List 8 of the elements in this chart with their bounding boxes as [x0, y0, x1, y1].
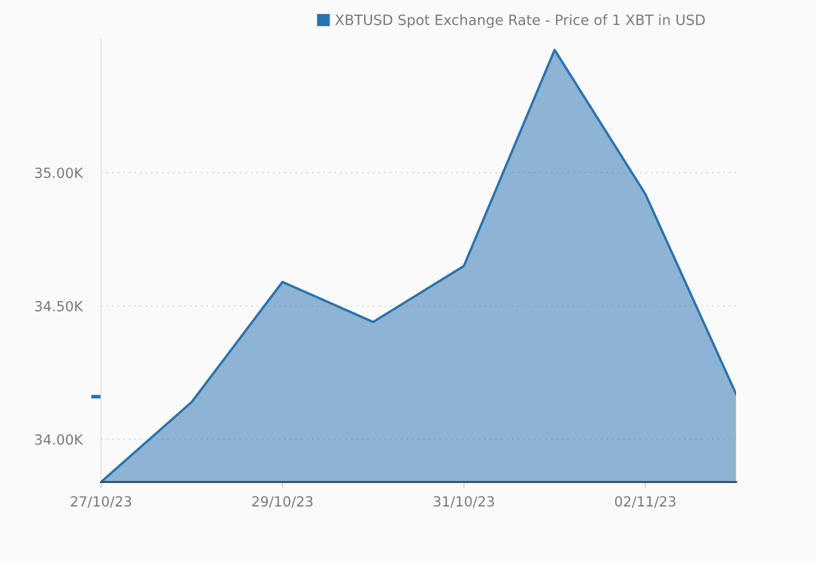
x-tick-label: 31/10/23	[434, 496, 494, 508]
x-tick-label: 02/11/23	[615, 496, 676, 508]
y-tick-label: 34.50K	[35, 300, 84, 312]
x-tick-label: 27/10/23	[70, 496, 132, 508]
y-tick-label: 35.00K	[35, 168, 84, 178]
x-tick-label: 29/10/23	[252, 496, 313, 508]
y-tick-label: 34.00K	[35, 434, 84, 445]
legend-label: XBTUSD Spot Exchange Rate - Price of 1 XBT in USD	[335, 14, 705, 28]
